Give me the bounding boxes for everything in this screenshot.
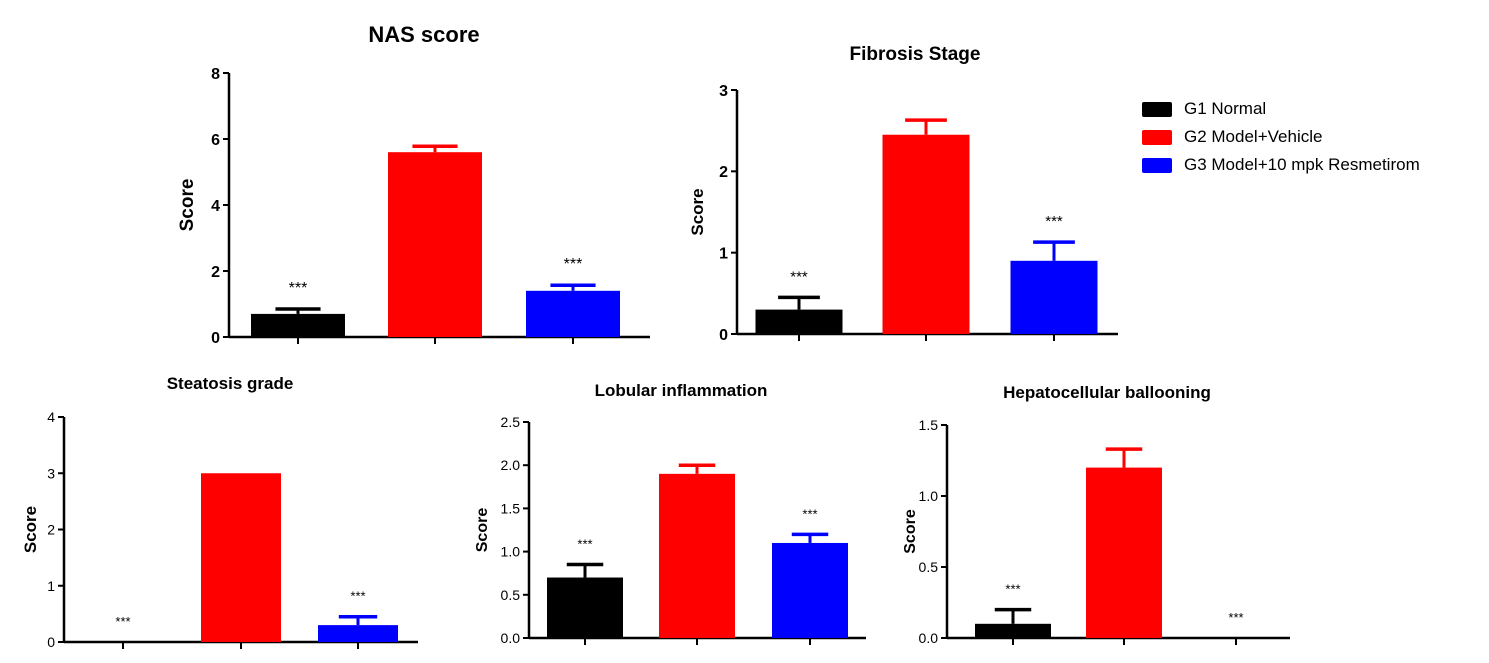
bar-3 xyxy=(1010,260,1098,334)
y-tick-label: 1 xyxy=(47,578,55,594)
y-tick-label: 0 xyxy=(211,330,220,347)
chart-title: Lobular inflammation xyxy=(595,381,768,400)
y-tick-label: 1.0 xyxy=(919,488,939,504)
legend-item-g1: G1 Normal xyxy=(1142,95,1420,123)
y-tick-label: 0 xyxy=(47,634,55,650)
y-tick-label: 4 xyxy=(211,198,220,215)
y-axis-label: Score xyxy=(21,506,40,553)
bar-3 xyxy=(526,290,620,337)
y-tick-label: 0 xyxy=(719,327,728,344)
bar-1 xyxy=(251,313,345,337)
y-tick-label: 2 xyxy=(211,264,220,281)
significance-label: *** xyxy=(790,268,808,285)
bar-2 xyxy=(388,152,482,337)
y-tick-label: 2 xyxy=(719,164,728,181)
y-tick-label: 8 xyxy=(211,66,220,83)
significance-label: *** xyxy=(802,506,817,521)
significance-label: *** xyxy=(1228,610,1243,625)
legend-item-g3: G3 Model+10 mpk Resmetirom xyxy=(1142,151,1420,179)
chart-title: NAS score xyxy=(368,22,479,47)
legend: G1 Normal G2 Model+Vehicle G3 Model+10 m… xyxy=(1142,95,1420,179)
y-axis-label: Score xyxy=(902,509,919,554)
y-tick-label: 0.5 xyxy=(501,587,521,603)
bar-3 xyxy=(318,625,398,642)
bar-2 xyxy=(201,473,281,642)
y-axis-label: Score xyxy=(688,188,707,235)
significance-label: *** xyxy=(1045,213,1063,230)
y-tick-label: 2.0 xyxy=(501,457,521,473)
bar-2 xyxy=(882,134,970,334)
significance-label: *** xyxy=(115,614,130,629)
bar-2 xyxy=(1086,467,1162,638)
significance-label: *** xyxy=(577,537,592,552)
y-axis-label: Score xyxy=(474,508,491,553)
y-tick-label: 2 xyxy=(47,522,55,538)
legend-label-g1: G1 Normal xyxy=(1184,99,1267,118)
significance-label: *** xyxy=(289,280,308,297)
y-tick-label: 6 xyxy=(211,132,220,149)
significance-label: *** xyxy=(350,589,365,604)
significance-label: *** xyxy=(1005,582,1020,597)
legend-label-g2: G2 Model+Vehicle xyxy=(1184,127,1323,146)
bar-1 xyxy=(755,309,843,334)
bar-2 xyxy=(659,473,735,638)
y-tick-label: 0.0 xyxy=(501,630,521,646)
y-tick-label: 3 xyxy=(719,83,728,100)
legend-item-g2: G2 Model+Vehicle xyxy=(1142,123,1420,151)
y-tick-label: 0.0 xyxy=(919,630,939,646)
y-tick-label: 1 xyxy=(719,245,728,262)
bar-1 xyxy=(547,577,623,638)
bar-3 xyxy=(772,542,848,638)
chart-title: Hepatocellular ballooning xyxy=(1003,383,1211,402)
y-tick-label: 1.0 xyxy=(501,544,521,560)
y-axis-label: Score xyxy=(177,179,198,232)
y-tick-label: 2.5 xyxy=(501,414,521,430)
chart-title: Steatosis grade xyxy=(167,374,294,393)
y-tick-label: 1.5 xyxy=(919,417,939,433)
legend-swatch-g1 xyxy=(1142,101,1172,117)
y-tick-label: 0.5 xyxy=(919,559,939,575)
legend-swatch-g3 xyxy=(1142,157,1172,173)
y-tick-label: 3 xyxy=(47,465,55,481)
y-tick-label: 4 xyxy=(47,409,55,425)
bar-1 xyxy=(975,623,1051,638)
legend-swatch-g2 xyxy=(1142,129,1172,145)
chart-title: Fibrosis Stage xyxy=(850,44,981,65)
significance-label: *** xyxy=(564,256,583,273)
y-tick-label: 1.5 xyxy=(501,500,521,516)
legend-label-g3: G3 Model+10 mpk Resmetirom xyxy=(1184,155,1420,174)
